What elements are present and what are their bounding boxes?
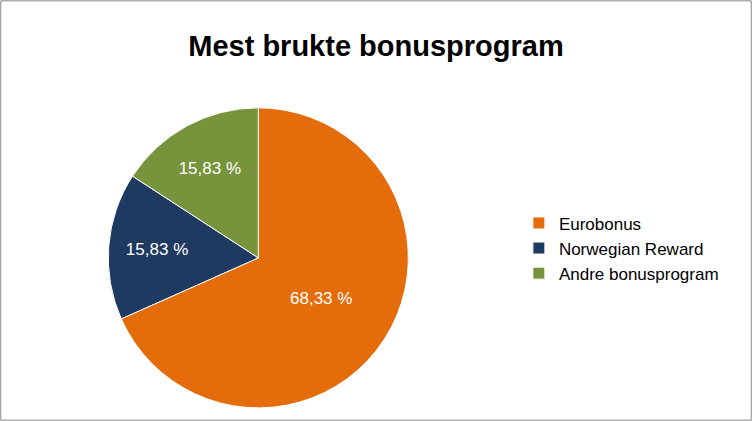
svg-text:Andre bonusprogram: Andre bonusprogram <box>559 265 719 284</box>
svg-text:Mest brukte bonusprogram: Mest brukte bonusprogram <box>188 30 563 62</box>
svg-text:Eurobonus: Eurobonus <box>559 215 641 234</box>
svg-text:15,83 %: 15,83 % <box>179 159 241 178</box>
svg-text:Norwegian Reward: Norwegian Reward <box>559 240 704 259</box>
svg-text:15,83 %: 15,83 % <box>126 240 188 259</box>
svg-text:68,33 %: 68,33 % <box>290 289 352 308</box>
